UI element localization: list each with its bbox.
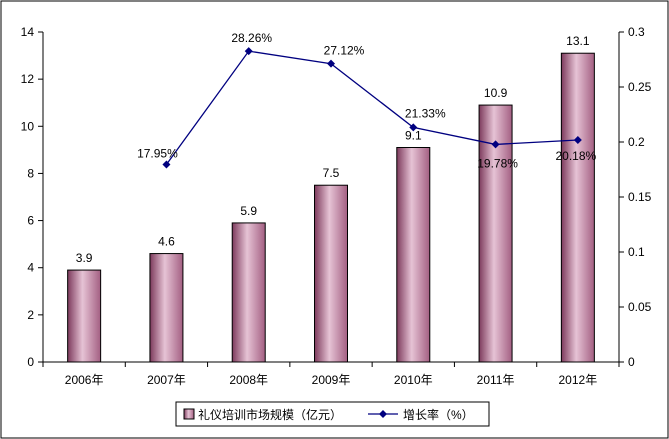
growth-value-label: 28.26%: [231, 31, 272, 45]
y-right-tick-label: 0.1: [628, 245, 645, 259]
bar-value-label: 9.1: [405, 129, 422, 143]
growth-point: [491, 140, 500, 149]
x-tick-label: 2008年: [229, 373, 268, 387]
y-right-tick-label: 0.05: [628, 300, 652, 314]
plot-area: 0 2 4 6 8 10 12 14 0 0.05 0.1 0.15 0.2 0.25 0.3 2006年 20…: [21, 25, 652, 387]
y-left-tick-label: 14: [21, 25, 35, 39]
growth-point: [162, 160, 171, 169]
y-left-tick-label: 0: [27, 355, 34, 369]
x-tick-label: 2012年: [559, 373, 598, 387]
x-tick-label: 2007年: [147, 373, 186, 387]
y-left-tick-label: 6: [27, 214, 34, 228]
growth-point: [327, 59, 335, 68]
growth-point: [244, 47, 253, 56]
y-right-tick-label: 0.15: [628, 190, 652, 204]
y-right-tick-label: 0.3: [628, 25, 645, 39]
growth-value-label: 20.18%: [556, 149, 597, 163]
x-tick-label: 2009年: [312, 373, 351, 387]
x-tick-label: 2006年: [65, 373, 104, 387]
bar: [67, 269, 102, 363]
growth-line: [165, 50, 578, 165]
y-left-tick-label: 12: [21, 72, 35, 86]
legend-bar-label: 礼仪培训市场规模（亿元）: [198, 407, 342, 422]
y-right-tick-label: 0.25: [628, 80, 652, 94]
growth-value-label: 21.33%: [405, 106, 446, 120]
bar-value-label: 10.9: [484, 86, 508, 100]
growth-value-label: 17.95%: [137, 147, 178, 161]
legend-bar-swatch: [183, 408, 195, 420]
bar: [149, 253, 184, 363]
bar: [231, 222, 266, 363]
y-left-tick-label: 8: [27, 166, 34, 180]
bar: [314, 184, 348, 363]
legend-box: [175, 401, 490, 427]
bar-value-label: 5.9: [240, 204, 257, 218]
y-left-tick-label: 2: [27, 308, 34, 322]
y-left-tick-label: 10: [21, 119, 35, 133]
growth-value-label: 19.78%: [477, 156, 518, 170]
y-left-tick-label: 4: [27, 261, 34, 275]
y-right-tick-label: 0.2: [628, 135, 645, 149]
growth-point: [573, 136, 582, 145]
bar: [396, 147, 431, 363]
bar-value-label: 4.6: [158, 235, 175, 249]
x-tick-label: 2010年: [394, 373, 433, 387]
x-tick-label: 2011年: [477, 373, 515, 387]
legend-line-marker: [379, 410, 387, 418]
growth-value-label: 27.12%: [324, 44, 365, 58]
bar: [560, 52, 595, 363]
growth-point: [409, 123, 418, 132]
bar-value-label: 7.5: [323, 166, 340, 180]
bar-value-label: 3.9: [76, 251, 93, 265]
legend: 礼仪培训市场规模（亿元） 增长率（%）: [175, 401, 490, 427]
legend-line-label: 增长率（%）: [403, 407, 474, 422]
bar-value-label: 13.1: [566, 34, 590, 48]
y-right-tick-label: 0: [628, 355, 635, 369]
